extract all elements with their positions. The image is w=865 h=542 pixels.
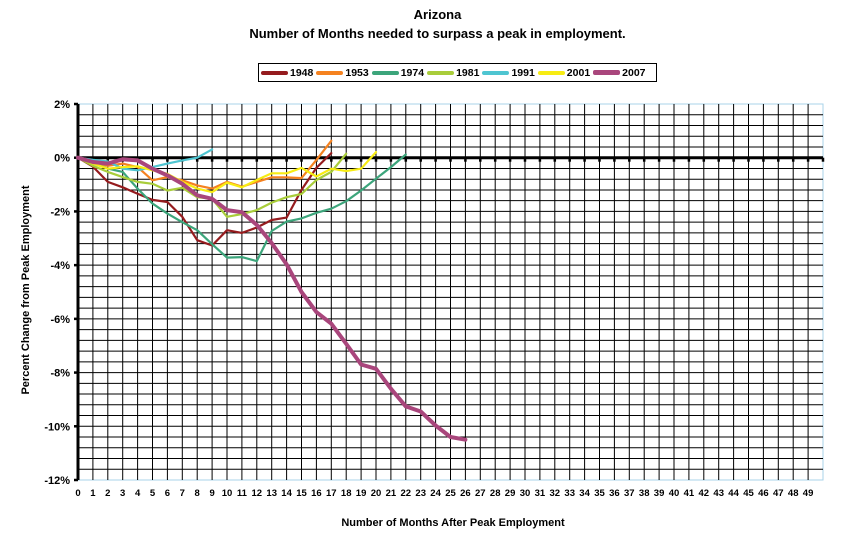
x-tick-label: 22 bbox=[401, 488, 412, 499]
chart-subtitle: Number of Months needed to surpass a pea… bbox=[249, 26, 626, 41]
legend-label: 1991 bbox=[511, 66, 535, 79]
x-tick-label: 35 bbox=[594, 488, 605, 499]
legend-swatch bbox=[316, 70, 344, 75]
y-tick-label: -6% bbox=[50, 314, 70, 326]
x-tick-label: 0 bbox=[75, 488, 80, 499]
legend-item-2007: 2007 bbox=[593, 67, 646, 79]
chart-legend: 1948 1953 1974 1981 1991 2001 2007 bbox=[258, 63, 657, 82]
x-tick-label: 13 bbox=[266, 488, 277, 499]
x-tick-label: 42 bbox=[699, 488, 710, 499]
legend-item-1991: 1991 bbox=[482, 67, 535, 79]
x-tick-label: 17 bbox=[326, 488, 337, 499]
x-tick-label: 25 bbox=[445, 488, 456, 499]
x-tick-label: 40 bbox=[669, 488, 680, 499]
x-tick-label: 44 bbox=[728, 488, 739, 499]
legend-swatch bbox=[537, 70, 565, 75]
legend-item-1953: 1953 bbox=[316, 67, 369, 79]
x-tick-label: 4 bbox=[135, 488, 141, 499]
legend-item-1948: 1948 bbox=[261, 67, 314, 79]
legend-swatch bbox=[593, 70, 621, 75]
y-tick-label: -4% bbox=[50, 260, 70, 272]
legend-swatch bbox=[261, 70, 288, 75]
x-tick-label: 26 bbox=[460, 488, 471, 499]
x-tick-label: 32 bbox=[550, 488, 561, 499]
x-tick-label: 12 bbox=[252, 488, 263, 499]
x-tick-label: 9 bbox=[209, 488, 214, 499]
legend-swatch bbox=[427, 70, 455, 75]
x-tick-label: 46 bbox=[758, 488, 769, 499]
series-line-1948 bbox=[76, 152, 333, 247]
x-tick-label: 29 bbox=[505, 488, 516, 499]
legend-label: 1981 bbox=[456, 66, 480, 79]
y-tick-label: -2% bbox=[50, 206, 70, 218]
y-tick-label: -12% bbox=[44, 475, 70, 487]
x-tick-label: 10 bbox=[222, 488, 233, 499]
x-tick-label: 47 bbox=[773, 488, 784, 499]
legend-item-1981: 1981 bbox=[427, 67, 480, 79]
x-tick-label: 15 bbox=[296, 488, 307, 499]
x-tick-label: 49 bbox=[803, 488, 814, 499]
x-tick-label: 28 bbox=[490, 488, 501, 499]
y-tick-label: -10% bbox=[44, 421, 70, 433]
x-tick-label: 33 bbox=[564, 488, 575, 499]
x-tick-label: 30 bbox=[520, 488, 531, 499]
y-tick-label: 0% bbox=[54, 153, 70, 165]
x-tick-label: 39 bbox=[654, 488, 665, 499]
legend-item-2001: 2001 bbox=[537, 66, 591, 79]
legend-label: 2007 bbox=[622, 66, 646, 79]
x-tick-label: 14 bbox=[281, 488, 292, 499]
x-tick-label: 37 bbox=[624, 488, 635, 499]
legend-item-1974: 1974 bbox=[371, 66, 425, 79]
x-tick-label: 16 bbox=[311, 488, 322, 499]
x-tick-label: 11 bbox=[237, 488, 248, 499]
series-line-2007 bbox=[76, 155, 468, 442]
x-tick-label: 34 bbox=[579, 488, 590, 499]
x-tick-label: 18 bbox=[341, 488, 352, 499]
legend-label: 1974 bbox=[400, 66, 425, 79]
x-tick-label: 7 bbox=[180, 488, 185, 499]
x-tick-label: 2 bbox=[105, 488, 110, 499]
x-tick-label: 8 bbox=[195, 488, 200, 499]
x-tick-label: 45 bbox=[743, 488, 754, 499]
x-tick-label: 23 bbox=[415, 488, 426, 499]
legend-swatch bbox=[482, 70, 510, 75]
y-tick-label: -8% bbox=[50, 368, 70, 380]
x-tick-label: 31 bbox=[535, 488, 546, 499]
legend-label: 2001 bbox=[566, 66, 591, 79]
x-tick-label: 48 bbox=[788, 488, 799, 499]
x-tick-label: 3 bbox=[120, 488, 125, 499]
legend-swatch bbox=[371, 70, 399, 75]
x-tick-label: 43 bbox=[713, 488, 724, 499]
x-tick-label: 38 bbox=[639, 488, 650, 499]
x-tick-label: 1 bbox=[90, 488, 96, 499]
legend-label: 1948 bbox=[290, 66, 314, 79]
x-tick-label: 24 bbox=[430, 488, 441, 499]
y-axis-label: Percent Change from Peak Employment bbox=[20, 185, 32, 395]
x-tick-label: 27 bbox=[475, 488, 486, 499]
x-axis-label: Number of Months After Peak Employment bbox=[341, 517, 565, 529]
x-tick-label: 41 bbox=[684, 488, 695, 499]
x-tick-label: 19 bbox=[356, 488, 367, 499]
x-tick-label: 21 bbox=[386, 488, 397, 499]
series-line-1953 bbox=[76, 139, 333, 190]
series-line-2001 bbox=[76, 151, 378, 194]
series-line-1974 bbox=[76, 153, 407, 263]
chart-title: Arizona bbox=[413, 7, 462, 22]
x-tick-label: 20 bbox=[371, 488, 382, 499]
x-tick-label: 5 bbox=[150, 488, 156, 499]
x-tick-label: 36 bbox=[609, 488, 620, 499]
x-tick-label: 6 bbox=[165, 488, 170, 499]
y-tick-label: 2% bbox=[54, 99, 70, 111]
legend-label: 1953 bbox=[345, 66, 369, 79]
